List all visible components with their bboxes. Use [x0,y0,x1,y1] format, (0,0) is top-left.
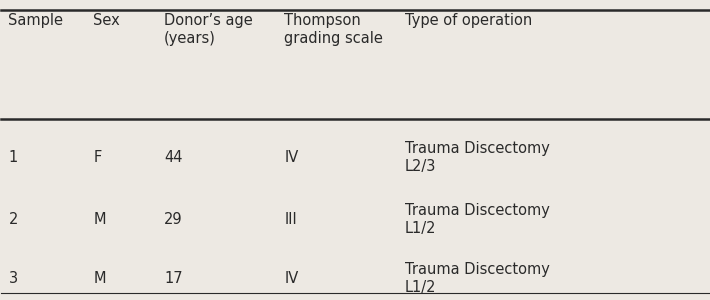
Text: III: III [284,212,297,227]
Text: 2: 2 [9,212,18,227]
Text: Trauma Discectomy
L2/3: Trauma Discectomy L2/3 [405,142,550,174]
Text: 44: 44 [164,150,182,165]
Text: M: M [93,212,106,227]
Text: F: F [93,150,102,165]
Text: IV: IV [284,150,298,165]
Text: M: M [93,271,106,286]
Text: 29: 29 [164,212,182,227]
Text: Sample: Sample [9,13,63,28]
Text: Trauma Discectomy
L1/2: Trauma Discectomy L1/2 [405,203,550,236]
Text: Sex: Sex [93,13,120,28]
Text: IV: IV [284,271,298,286]
Text: 17: 17 [164,271,182,286]
Text: Trauma Discectomy
L1/2: Trauma Discectomy L1/2 [405,262,550,295]
Text: Donor’s age
(years): Donor’s age (years) [164,13,253,46]
Text: 3: 3 [9,271,18,286]
Text: 1: 1 [9,150,18,165]
Text: Thompson
grading scale: Thompson grading scale [284,13,383,46]
Text: Type of operation: Type of operation [405,13,532,28]
